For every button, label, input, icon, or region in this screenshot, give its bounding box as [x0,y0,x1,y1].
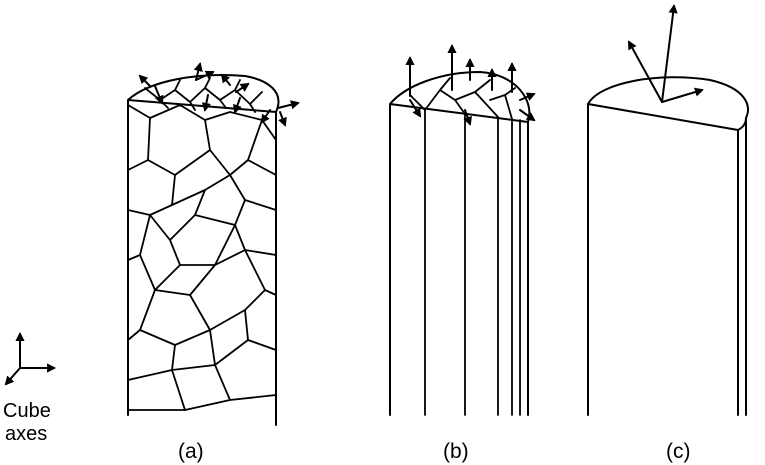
axes-label-line1: Cube [3,400,51,422]
panel-b-column-boundaries [424,109,521,416]
panel-c-cylinder-outline [587,76,749,416]
panel-a-orientation-arrows [140,64,298,125]
panel-b-top-grains [409,77,516,120]
panel-c-single-crystal [587,6,749,416]
panel-b-orientation-arrows [410,46,534,124]
panel-c-label: (c) [666,440,691,463]
panel-a-label: (a) [178,440,204,463]
panel-b-label: (b) [443,440,469,463]
axes-label-line2: axes [5,423,47,445]
panel-b-columnar [389,46,534,416]
panel-c-orientation-arrows [628,6,702,103]
panel-a-polycrystal [127,64,298,426]
cube-axes-legend [6,334,54,384]
panel-a-side-grains [127,104,277,411]
panel-b-cylinder-outline [389,71,531,416]
panel-a-top-grains [144,77,263,113]
panel-a-cylinder-outline [127,74,280,426]
